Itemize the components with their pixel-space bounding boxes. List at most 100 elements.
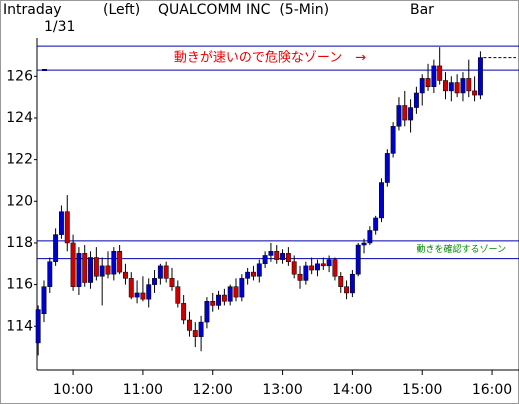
candle-body bbox=[297, 273, 303, 281]
zone-label: 動きを確認するゾーン bbox=[416, 243, 506, 255]
candle-body bbox=[379, 182, 384, 219]
candle-body bbox=[280, 253, 286, 260]
candle-body bbox=[64, 211, 70, 244]
candle-body bbox=[472, 90, 478, 96]
candle-body bbox=[204, 301, 210, 323]
style: Bar bbox=[410, 2, 434, 18]
y-tick-label: 124 bbox=[6, 110, 33, 126]
candle-body bbox=[344, 286, 350, 294]
candle-body bbox=[396, 105, 402, 127]
candle-body bbox=[332, 259, 338, 277]
candle-body bbox=[268, 251, 274, 256]
candle-body bbox=[192, 330, 198, 337]
mode: Intraday bbox=[3, 2, 62, 18]
candle-body bbox=[477, 57, 483, 96]
candle-body bbox=[419, 78, 425, 94]
y-tick-label: 126 bbox=[6, 68, 33, 84]
candle-body bbox=[146, 284, 152, 300]
candle-body bbox=[431, 65, 437, 87]
candle-body bbox=[105, 265, 111, 275]
candle-body bbox=[367, 230, 373, 244]
zone-label: 動きが速いので危険なゾーン → bbox=[174, 51, 366, 66]
y-tick-label: 118 bbox=[6, 235, 33, 251]
candle-body bbox=[291, 261, 297, 275]
candle-body bbox=[41, 286, 47, 315]
candle-body bbox=[413, 92, 419, 108]
candle-body bbox=[157, 265, 163, 279]
candle-body bbox=[373, 217, 379, 231]
candle-body bbox=[349, 273, 355, 294]
candle-body bbox=[326, 259, 332, 267]
candle-body bbox=[216, 294, 222, 306]
chart-title: QUALCOMM INC (5-Min) bbox=[158, 2, 329, 18]
candle-body bbox=[309, 265, 315, 271]
candle-body bbox=[35, 309, 41, 344]
candle-body bbox=[402, 105, 408, 121]
candle-body bbox=[315, 263, 320, 271]
candle-body bbox=[53, 234, 59, 262]
candle-body bbox=[99, 265, 105, 277]
candle-body bbox=[210, 301, 216, 306]
candle-body bbox=[448, 82, 454, 92]
candle-body bbox=[163, 265, 169, 279]
candle-body bbox=[117, 251, 123, 273]
candle-body bbox=[245, 271, 251, 279]
candle-body bbox=[134, 292, 140, 298]
candle-body bbox=[454, 82, 460, 94]
y-tick-label: 116 bbox=[6, 277, 33, 293]
candle-body bbox=[466, 78, 472, 92]
candle-body bbox=[437, 65, 443, 81]
date: 1/31 bbox=[44, 19, 75, 35]
y-tick-label: 122 bbox=[6, 152, 33, 168]
x-tick-label: 15:00 bbox=[402, 382, 442, 398]
candle-body bbox=[338, 276, 344, 287]
candle-body bbox=[128, 278, 134, 298]
candle-body bbox=[460, 78, 466, 94]
candle-body bbox=[187, 319, 192, 331]
candle-body bbox=[443, 80, 448, 92]
candle-body bbox=[408, 107, 414, 121]
candle-body bbox=[320, 263, 326, 267]
candle-body bbox=[251, 271, 256, 277]
candle-body bbox=[88, 257, 93, 283]
candle-body bbox=[239, 278, 245, 298]
candle-body bbox=[47, 261, 53, 287]
candle-body bbox=[233, 286, 239, 298]
candle-body bbox=[152, 278, 157, 285]
candle-body bbox=[122, 271, 128, 279]
candle-body bbox=[425, 78, 431, 87]
candle-body bbox=[181, 303, 187, 321]
y-tick-label: 114 bbox=[6, 318, 33, 334]
candle-body bbox=[285, 253, 291, 262]
candle-body bbox=[256, 263, 262, 277]
candle-body bbox=[198, 321, 204, 337]
candle-body bbox=[262, 255, 268, 265]
candle-body bbox=[175, 286, 181, 304]
candle-body bbox=[384, 153, 390, 183]
x-tick-label: 14:00 bbox=[332, 382, 372, 398]
candle-body bbox=[227, 286, 233, 302]
x-tick-label: 13:00 bbox=[262, 382, 302, 398]
candle-body bbox=[58, 211, 64, 235]
x-tick-label: 10:00 bbox=[53, 382, 93, 398]
x-tick-label: 12:00 bbox=[193, 382, 233, 398]
candle-body bbox=[274, 251, 280, 260]
candle-body bbox=[361, 242, 367, 246]
candle-body bbox=[82, 253, 88, 283]
candle-body bbox=[111, 251, 117, 275]
candle-body bbox=[140, 292, 146, 300]
x-tick-label: 11:00 bbox=[123, 382, 163, 398]
candle-body bbox=[70, 242, 76, 287]
candle-body bbox=[390, 126, 396, 154]
candle-body bbox=[355, 244, 361, 275]
candle-body bbox=[303, 265, 309, 281]
candle-body bbox=[76, 253, 82, 287]
x-tick-label: 16:00 bbox=[472, 382, 512, 398]
candle-body bbox=[221, 294, 227, 302]
side: (Left) bbox=[103, 2, 140, 18]
candle-body bbox=[169, 278, 175, 287]
candle-body bbox=[93, 257, 99, 277]
y-tick-label: 120 bbox=[6, 193, 33, 209]
